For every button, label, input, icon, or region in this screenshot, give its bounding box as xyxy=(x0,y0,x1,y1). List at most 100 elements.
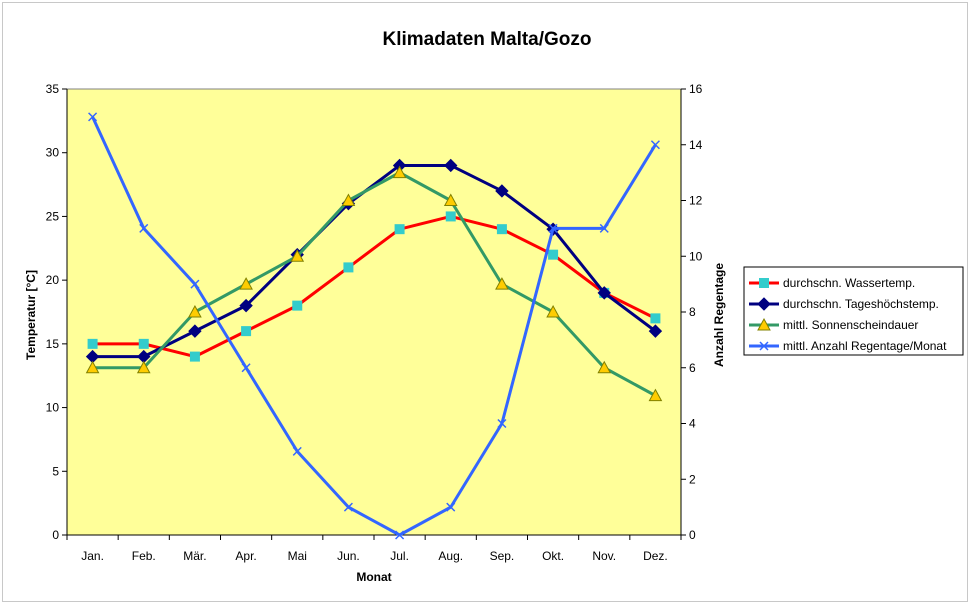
series-layer xyxy=(85,112,663,540)
legend: durchschn. Wassertemp. durchschn. Tageshö… xyxy=(743,266,964,356)
x-tick-label: Apr. xyxy=(235,549,256,563)
left-tick-label: 5 xyxy=(52,464,59,478)
legend-marker xyxy=(757,317,771,331)
x-tick-label: Jul. xyxy=(390,549,409,563)
data-point xyxy=(88,112,98,122)
data-point xyxy=(239,298,253,313)
x-tick-label: Jun. xyxy=(337,549,360,563)
right-tick-label: 4 xyxy=(689,417,696,431)
legend-label: mittl. Sonnenscheindauer xyxy=(783,318,918,332)
left-tick-label: 25 xyxy=(46,209,60,223)
right-axis: 0 2 4 6 8 10 12 14 16 xyxy=(680,82,703,542)
right-tick-label: 16 xyxy=(689,82,703,96)
data-point xyxy=(495,277,509,290)
legend-marker xyxy=(759,341,769,351)
data-point xyxy=(548,249,559,260)
climate-chart: Klimadaten Malta/Gozo 0 5 10 15 20 25 30 35 0 2 4… xyxy=(24,29,964,584)
series-line xyxy=(92,163,657,359)
data-point xyxy=(241,363,251,373)
data-point xyxy=(136,360,151,374)
right-tick-label: 0 xyxy=(689,528,696,542)
x-tick-label: Sep. xyxy=(490,549,515,563)
left-tick-label: 30 xyxy=(46,146,60,160)
left-axis: 0 5 10 15 20 25 30 35 xyxy=(46,82,68,542)
right-tick-label: 6 xyxy=(689,361,696,375)
data-point xyxy=(650,140,660,150)
data-point xyxy=(597,286,611,300)
right-tick-label: 12 xyxy=(689,194,703,208)
right-tick-label: 14 xyxy=(689,138,703,152)
left-tick-label: 10 xyxy=(46,401,60,415)
data-point xyxy=(188,304,202,318)
data-point xyxy=(188,324,202,338)
x-tick-label: Feb. xyxy=(132,549,156,563)
x-tick-label: Nov. xyxy=(592,549,616,563)
legend-marker xyxy=(759,278,769,288)
left-tick-label: 20 xyxy=(46,273,60,287)
data-point xyxy=(341,193,356,206)
data-point xyxy=(392,165,407,179)
data-point xyxy=(443,193,458,206)
data-point xyxy=(139,223,149,233)
data-point xyxy=(85,360,100,374)
chart-title: Klimadaten Malta/Gozo xyxy=(382,29,591,50)
series-line xyxy=(91,116,657,537)
x-tick-label: Dez. xyxy=(643,549,668,563)
data-point xyxy=(650,313,661,324)
y2-axis-label: Anzahl Regentage xyxy=(712,263,726,367)
series-line xyxy=(92,214,657,359)
data-point xyxy=(546,304,560,318)
data-point xyxy=(446,502,456,512)
data-point xyxy=(445,211,456,222)
data-point xyxy=(292,300,303,311)
data-point xyxy=(395,530,405,540)
legend-label: durchschn. Wassertemp. xyxy=(783,276,915,290)
data-point xyxy=(87,338,98,349)
series-line xyxy=(92,171,657,397)
legend-marker xyxy=(757,297,771,311)
x-axis-label: Monat xyxy=(356,570,391,584)
data-point xyxy=(597,360,612,374)
plot-area xyxy=(66,88,682,536)
data-point xyxy=(239,277,253,290)
series-4 xyxy=(88,112,660,540)
data-point xyxy=(190,279,200,289)
legend-box xyxy=(743,266,964,356)
x-tick-label: Aug. xyxy=(438,549,463,563)
data-point xyxy=(648,388,663,402)
data-point xyxy=(241,326,252,337)
left-tick-label: 15 xyxy=(46,337,60,351)
x-tick-label: Okt. xyxy=(542,549,564,563)
data-point xyxy=(495,184,509,198)
data-point xyxy=(648,324,663,338)
left-tick-label: 35 xyxy=(46,82,60,96)
data-point xyxy=(496,224,507,235)
legend-entry: mittl. Anzahl Regentage/Monat xyxy=(749,339,947,353)
legend-entry: durchschn. Tageshöchstemp. xyxy=(749,297,939,311)
legend-label: mittl. Anzahl Regentage/Monat xyxy=(783,339,947,353)
x-axis: Jan. Feb. Mär. Apr. Mai Jun. Jul. Aug. Sep. Okt. N… xyxy=(66,534,682,563)
legend-label: durchschn. Tageshöchstemp. xyxy=(783,297,939,311)
legend-entry: durchschn. Wassertemp. xyxy=(749,276,915,290)
data-point xyxy=(599,223,609,233)
data-point xyxy=(394,224,405,235)
y-axis-label: Temperatur [°C] xyxy=(24,270,38,360)
data-point xyxy=(292,446,302,456)
data-point xyxy=(343,262,354,273)
data-point xyxy=(343,502,353,512)
right-tick-label: 2 xyxy=(689,472,696,486)
right-tick-label: 8 xyxy=(689,305,696,319)
x-tick-label: Mär. xyxy=(183,549,206,563)
series-3 xyxy=(85,165,663,402)
data-point xyxy=(290,249,305,262)
data-point xyxy=(548,223,558,233)
legend-entry: mittl. Sonnenscheindauer xyxy=(749,317,918,332)
data-point xyxy=(138,338,149,349)
data-point xyxy=(444,158,458,173)
data-point xyxy=(497,418,507,429)
right-tick-label: 10 xyxy=(689,249,703,263)
x-tick-label: Jan. xyxy=(81,549,104,563)
data-point xyxy=(189,351,200,362)
left-tick-label: 0 xyxy=(52,528,59,542)
